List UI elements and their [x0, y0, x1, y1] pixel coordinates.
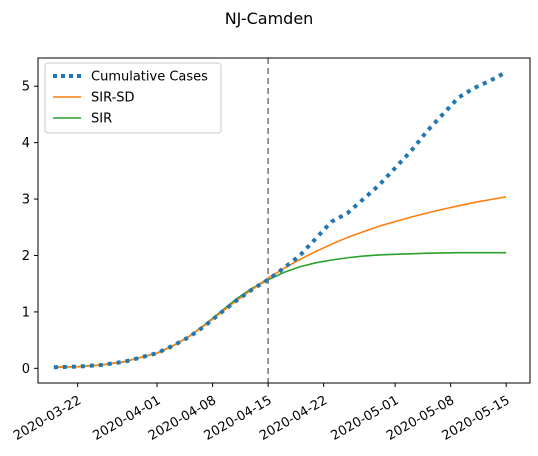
- y-tick-label: 5: [22, 80, 30, 95]
- y-tick-label: 2: [22, 249, 30, 264]
- x-axis: 2020-03-22 2020-04-012020-04-082020-04-15…: [11, 383, 512, 444]
- y-tick-label: 0: [22, 362, 30, 377]
- series-line-sir-sd: [54, 197, 506, 367]
- legend-label-cumulative-cases: Cumulative Cases: [91, 70, 208, 85]
- y-tick-label: 4: [22, 136, 30, 151]
- y-tick-label: 3: [22, 193, 30, 208]
- y-tick-label: 1: [22, 305, 30, 320]
- legend: Cumulative Cases SIR-SD SIR: [45, 63, 221, 133]
- legend-label-sir-sd: SIR-SD: [91, 91, 135, 106]
- legend-label-sir: SIR: [91, 112, 112, 127]
- y-axis: 0 1 2 3 4 5: [22, 80, 38, 377]
- x-tick-label: 2020-03-22: [11, 393, 84, 444]
- chart-title: NJ-Camden: [225, 9, 314, 28]
